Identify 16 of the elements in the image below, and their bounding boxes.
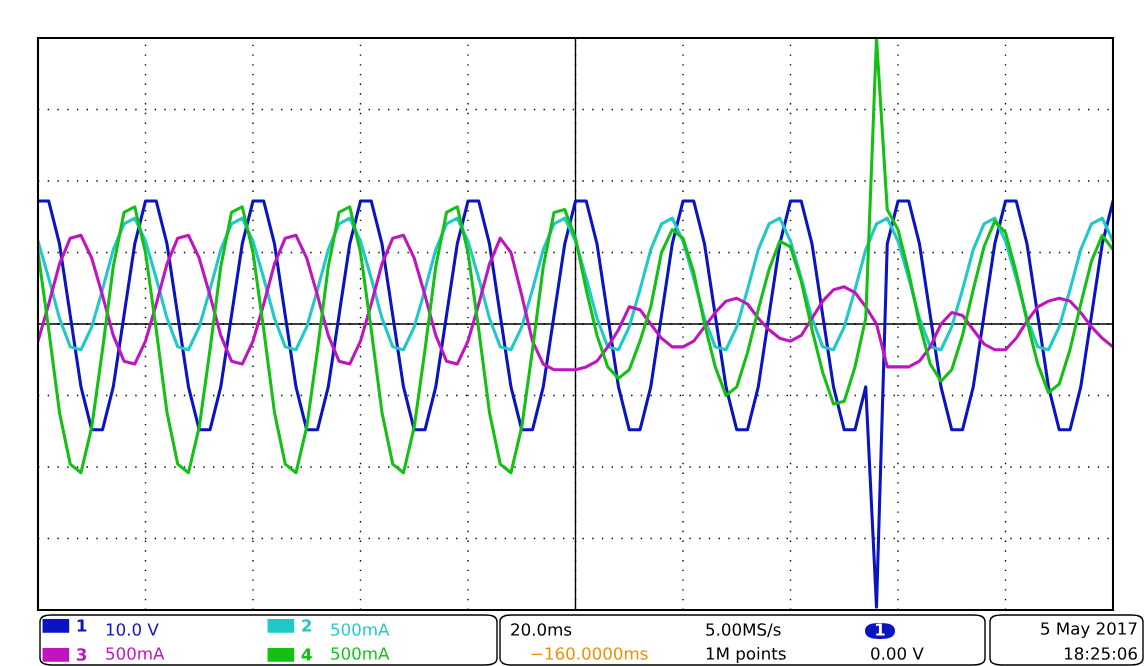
text: 18:25:06 xyxy=(1064,647,1137,660)
text: 1M points xyxy=(706,646,786,664)
text: 20.0ms xyxy=(511,623,572,636)
text: 500mA xyxy=(331,623,390,636)
text: 500mA xyxy=(106,647,165,660)
text: 10.0 V xyxy=(106,623,159,636)
legend-label: 3 xyxy=(76,648,87,661)
text: 1 xyxy=(876,623,885,636)
text: −160.0000ms xyxy=(531,647,648,660)
legend-label: 1 xyxy=(77,619,87,632)
legend-label: 2 xyxy=(302,619,312,632)
text: 5.00MS/s xyxy=(706,623,781,638)
text: 0.00 V xyxy=(871,647,924,660)
text: 500mA xyxy=(331,647,390,660)
text: 5 May 2017 xyxy=(1041,622,1137,639)
legend-label: 4 xyxy=(301,648,312,661)
